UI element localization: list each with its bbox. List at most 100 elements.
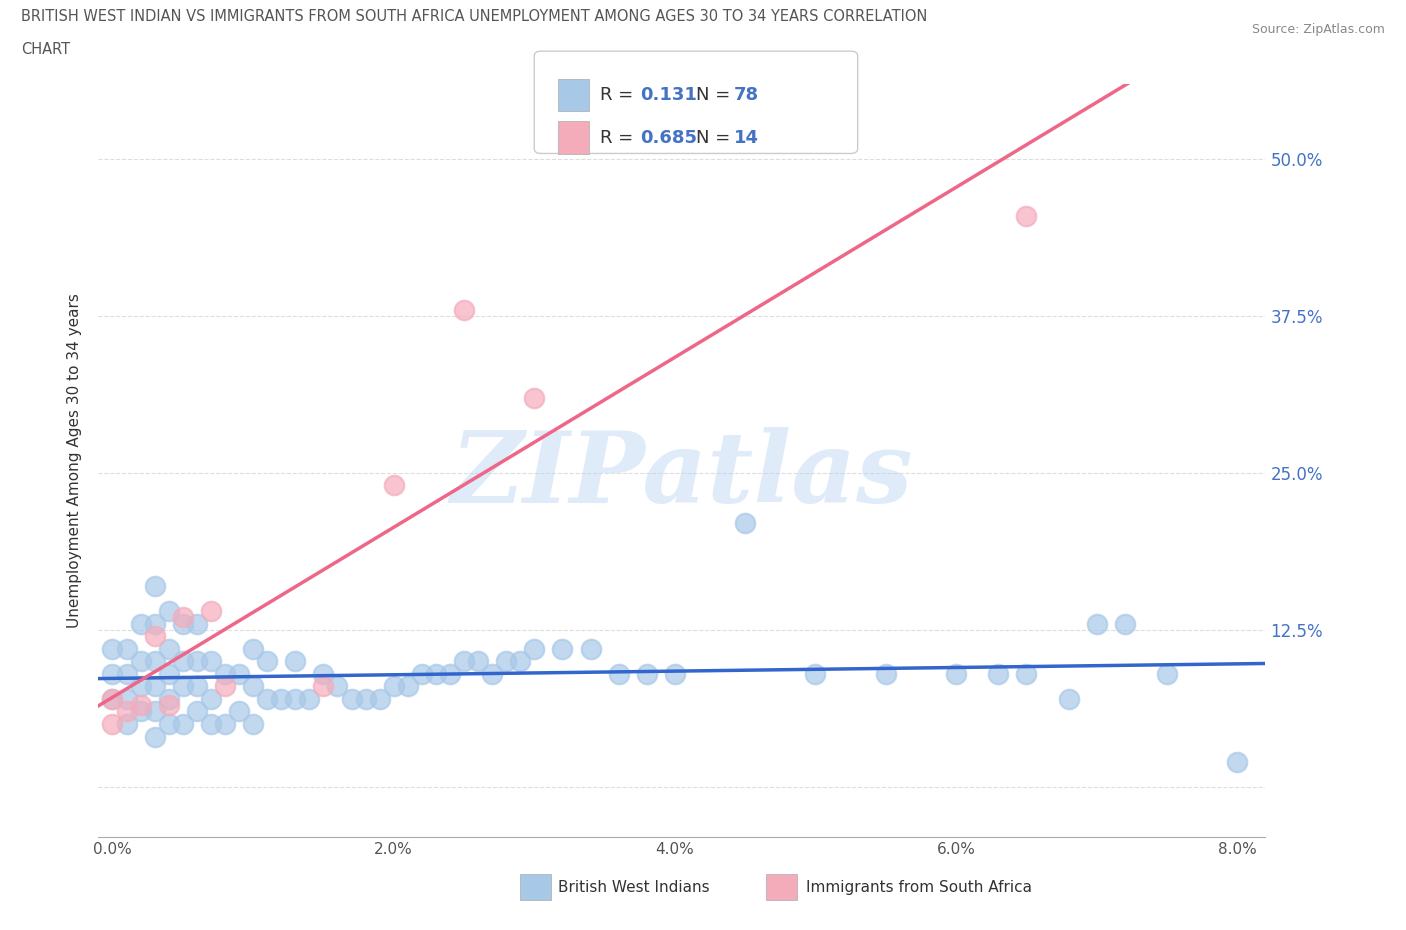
Point xyxy=(579,642,602,657)
Point xyxy=(115,666,138,681)
Point xyxy=(172,654,194,669)
Point xyxy=(312,679,335,694)
Point xyxy=(987,666,1010,681)
Point xyxy=(312,666,335,681)
Point xyxy=(1156,666,1178,681)
Point xyxy=(172,616,194,631)
Point xyxy=(143,654,166,669)
Point xyxy=(734,516,756,531)
Point xyxy=(523,642,546,657)
Point xyxy=(551,642,574,657)
Point xyxy=(607,666,630,681)
Point xyxy=(284,692,307,707)
Point xyxy=(101,692,124,707)
Text: N =: N = xyxy=(696,86,735,104)
Text: R =: R = xyxy=(600,86,640,104)
Point xyxy=(157,604,180,618)
Point xyxy=(129,679,152,694)
Point xyxy=(242,642,264,657)
Point xyxy=(467,654,489,669)
Point xyxy=(382,478,405,493)
Point xyxy=(143,729,166,744)
Y-axis label: Unemployment Among Ages 30 to 34 years: Unemployment Among Ages 30 to 34 years xyxy=(67,293,83,628)
Point xyxy=(214,679,236,694)
Point xyxy=(157,698,180,712)
Point xyxy=(340,692,363,707)
Point xyxy=(157,717,180,732)
Point xyxy=(256,692,278,707)
Point xyxy=(101,717,124,732)
Point xyxy=(242,679,264,694)
Point xyxy=(172,679,194,694)
Point xyxy=(115,704,138,719)
Point xyxy=(143,704,166,719)
Point xyxy=(200,604,222,618)
Point xyxy=(115,642,138,657)
Point xyxy=(509,654,531,669)
Point xyxy=(1015,208,1038,223)
Point xyxy=(129,616,152,631)
Point xyxy=(636,666,658,681)
Point xyxy=(172,610,194,625)
Point xyxy=(1226,754,1249,769)
Point xyxy=(186,679,208,694)
Point xyxy=(143,616,166,631)
Text: BRITISH WEST INDIAN VS IMMIGRANTS FROM SOUTH AFRICA UNEMPLOYMENT AMONG AGES 30 T: BRITISH WEST INDIAN VS IMMIGRANTS FROM S… xyxy=(21,9,928,24)
Point xyxy=(129,654,152,669)
Point xyxy=(523,391,546,405)
Point xyxy=(172,717,194,732)
Point xyxy=(298,692,321,707)
Point xyxy=(101,692,124,707)
Point xyxy=(284,654,307,669)
Point xyxy=(101,666,124,681)
Point xyxy=(411,666,433,681)
Point xyxy=(368,692,391,707)
Point xyxy=(200,692,222,707)
Point xyxy=(270,692,292,707)
Text: N =: N = xyxy=(696,128,735,147)
Text: 14: 14 xyxy=(734,128,759,147)
Point xyxy=(664,666,686,681)
Point xyxy=(495,654,517,669)
Point xyxy=(396,679,419,694)
Text: 0.131: 0.131 xyxy=(640,86,696,104)
Point xyxy=(186,654,208,669)
Point xyxy=(157,666,180,681)
Text: ZIPatlas: ZIPatlas xyxy=(451,427,912,524)
Point xyxy=(214,717,236,732)
Text: R =: R = xyxy=(600,128,640,147)
Point xyxy=(214,666,236,681)
Point xyxy=(242,717,264,732)
Point xyxy=(382,679,405,694)
Point xyxy=(481,666,503,681)
Point xyxy=(200,654,222,669)
Point xyxy=(453,302,475,317)
Point xyxy=(228,666,250,681)
Point xyxy=(875,666,897,681)
Point xyxy=(186,616,208,631)
Point xyxy=(115,717,138,732)
Point xyxy=(157,692,180,707)
Point xyxy=(143,629,166,644)
Point xyxy=(129,698,152,712)
Text: Immigrants from South Africa: Immigrants from South Africa xyxy=(806,880,1032,895)
Point xyxy=(115,692,138,707)
Text: Source: ZipAtlas.com: Source: ZipAtlas.com xyxy=(1251,23,1385,36)
Point xyxy=(439,666,461,681)
Point xyxy=(143,578,166,593)
Point xyxy=(157,642,180,657)
Point xyxy=(256,654,278,669)
Point xyxy=(1085,616,1108,631)
Point xyxy=(129,704,152,719)
Point xyxy=(1015,666,1038,681)
Text: CHART: CHART xyxy=(21,42,70,57)
Point xyxy=(453,654,475,669)
Point xyxy=(1114,616,1136,631)
Point xyxy=(1057,692,1080,707)
Point xyxy=(354,692,377,707)
Point xyxy=(200,717,222,732)
Text: 78: 78 xyxy=(734,86,759,104)
Point xyxy=(804,666,827,681)
Point xyxy=(945,666,967,681)
Text: British West Indians: British West Indians xyxy=(558,880,710,895)
